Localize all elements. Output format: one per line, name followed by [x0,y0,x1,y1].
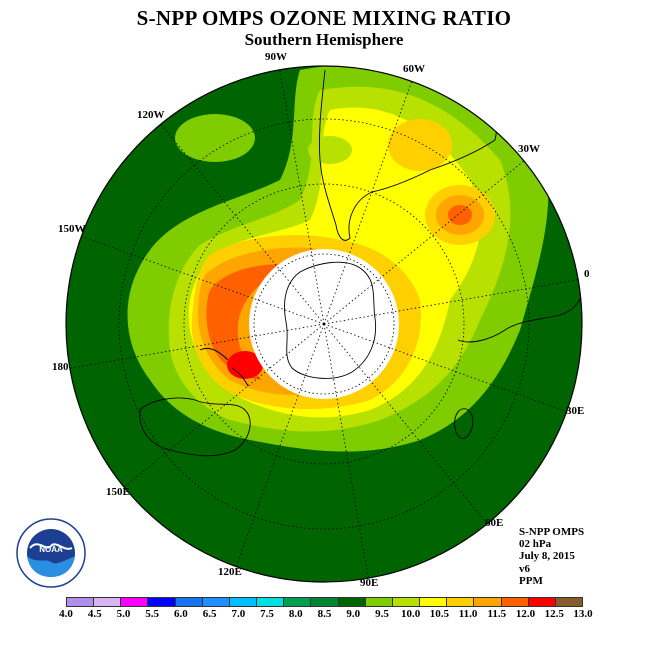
info-level: 02 hPa [519,538,552,551]
colorbar-tick-label: 12.0 [515,608,536,620]
lon-label-90w: 90W [265,51,287,63]
colorbar-tick-label: 11.0 [458,608,478,620]
madagascar-coast [454,408,474,439]
colorbar-swatch [447,598,475,606]
noaa-logo: NOAA [16,518,86,588]
contour-12-5 [227,351,263,379]
colorbar-tick-label: 6.5 [202,608,217,620]
colorbar-swatch [67,598,95,606]
info-version: v6 [519,562,530,575]
colorbar-swatch [94,598,122,606]
colorbar-swatch [229,598,258,606]
noaa-logo-text: NOAA [39,545,63,554]
australia-coast [139,397,251,457]
lon-label-30w: 30W [518,143,540,155]
colorbar-tick-label: 4.0 [59,608,73,620]
info-block: S-NPP OMPS 02 hPa July 8, 2015 v6 PPM [519,526,584,587]
colorbar-tick-label: 13.0 [573,608,593,620]
lon-label-60e: 60E [485,517,504,529]
lon-label-180: 180 [52,361,69,373]
new-zealand-coast [199,347,249,387]
antarctica-coast [284,261,377,379]
colorbar-tick-label: 6.0 [174,608,188,620]
contour-10-0-patch [308,136,352,164]
map-title: S-NPP OMPS OZONE MIXING RATIO [136,6,512,30]
lon-label-0: 0 [584,268,590,280]
colorbar-tick-label: 7.0 [231,608,246,620]
colorbar-swatch [202,598,230,606]
colorbar-swatch [501,598,529,606]
colorbar-swatch [555,598,582,606]
colorbar-tick-label: 5.0 [116,608,131,620]
colorbar-tick-label: 7.5 [260,608,274,620]
colorbar-swatch [474,598,502,606]
colorbar-tick-label: 4.5 [87,608,102,620]
lon-label-90e: 90E [360,577,379,589]
colorbar [66,597,583,607]
info-instrument: S-NPP OMPS [519,526,585,538]
africa-coast [457,289,582,343]
colorbar-swatch [284,598,312,606]
map-subtitle: Southern Hemisphere [244,30,404,49]
colorbar-tick-label: 5.5 [145,608,160,620]
colorbar-tick-label: 9.5 [375,608,389,620]
colorbar-tick-label: 10.0 [401,608,421,620]
colorbar-tick-label: 12.5 [544,608,564,620]
contour-11-0-north [388,119,452,171]
colorbar-tick-label: 10.5 [429,608,449,620]
info-date: July 8, 2015 [519,550,575,563]
contour-9-5-island [175,114,255,162]
lon-label-30e: 30E [566,405,585,417]
colorbar-swatch [311,598,339,606]
colorbar-swatch [175,598,203,606]
contour-12-0-east [448,205,472,225]
colorbar-swatch [392,598,421,606]
colorbar-tick-label: 8.0 [288,608,303,620]
graticule [66,66,582,582]
info-units: PPM [519,574,543,587]
ozone-field [66,66,582,582]
lon-label-120w: 120W [137,109,165,121]
colorbar-swatch [257,598,285,606]
lon-label-60w: 60W [403,63,425,75]
colorbar-swatch [365,598,393,606]
colorbar-swatch [121,598,149,606]
colorbar-tick-label: 8.5 [317,608,332,620]
colorbar-tick-label: 9.0 [346,608,361,620]
map-boundary [65,65,583,583]
colorbar-tick-label: 11.5 [487,608,507,620]
colorbar-swatch [338,598,366,606]
lon-label-120e: 120E [218,566,242,578]
colorbar-swatch [528,598,556,606]
lon-label-150w: 150W [58,223,86,235]
contour-12-0 [206,264,290,380]
colorbar-swatch [148,598,176,606]
lon-label-150e: 150E [106,486,130,498]
colorbar-swatch [420,598,448,606]
